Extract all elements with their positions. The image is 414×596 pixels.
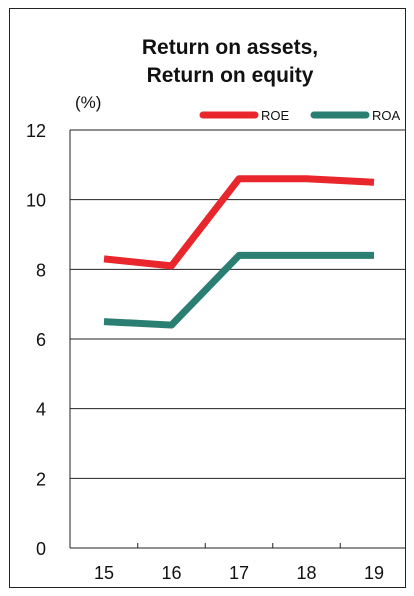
y-tick-label: 10 <box>26 191 46 211</box>
y-tick-label: 8 <box>36 260 46 280</box>
x-tick-label: 18 <box>296 563 316 583</box>
x-tick-label: 15 <box>94 563 114 583</box>
chart-title-line-2: Return on equity <box>147 64 314 87</box>
y-axis-tick-labels: 0 2 4 6 8 10 12 <box>26 121 46 559</box>
y-tick-label: 0 <box>36 539 46 559</box>
chart-frame <box>9 8 406 588</box>
x-tick-label: 16 <box>161 563 181 583</box>
y-tick-label: 12 <box>26 121 46 141</box>
y-tick-label: 4 <box>36 400 46 420</box>
x-tick-label: 19 <box>364 563 384 583</box>
x-axis-tick-labels: 15 16 17 18 19 <box>94 563 384 583</box>
y-axis-unit-label: (%) <box>75 93 101 112</box>
legend-label-roe: ROE <box>261 108 290 123</box>
gridlines <box>70 129 406 479</box>
chart-title-line-1: Return on assets, <box>142 36 318 59</box>
axes <box>69 130 406 549</box>
series-lines <box>103 175 375 329</box>
x-tick-label: 17 <box>229 563 249 583</box>
series-line-roe <box>103 175 375 270</box>
y-tick-label: 2 <box>36 469 46 489</box>
legend-label-roa: ROA <box>372 108 401 123</box>
y-tick-label: 6 <box>36 330 46 350</box>
chart-title: Return on assets, Return on equity <box>142 36 318 87</box>
legend: ROE ROA <box>199 108 401 123</box>
series-line-roa <box>103 251 374 329</box>
